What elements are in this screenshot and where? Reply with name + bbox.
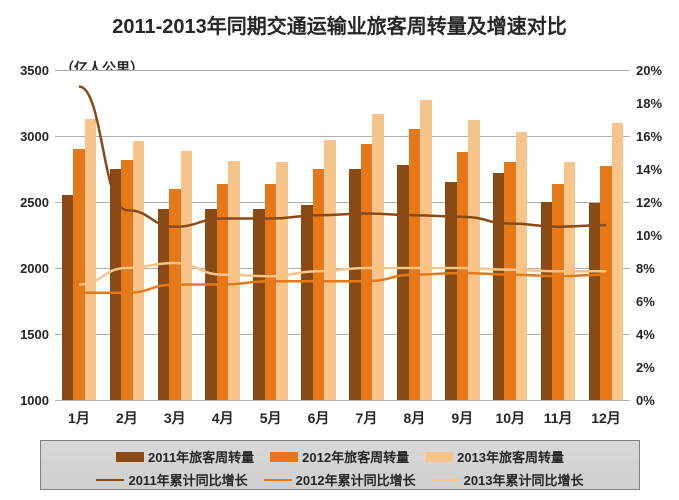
gridline <box>55 136 630 137</box>
legend-swatch <box>425 452 453 462</box>
bar <box>110 169 122 400</box>
bar <box>217 184 229 400</box>
y-right-tick: 12% <box>636 195 662 210</box>
x-tick: 12月 <box>582 408 630 428</box>
x-tick: 11月 <box>534 408 582 428</box>
legend-label: 2011年累计同比增长 <box>128 470 247 489</box>
bar <box>301 205 313 400</box>
y-right-tick: 20% <box>636 63 662 78</box>
y-right-tick: 6% <box>636 294 655 309</box>
y-right-tick: 4% <box>636 327 655 342</box>
gridline <box>55 400 630 401</box>
bar <box>397 165 409 400</box>
bar <box>62 195 74 400</box>
legend-item: 2012年累计同比增长 <box>264 470 416 489</box>
x-tick: 1月 <box>55 408 103 428</box>
legend-label: 2012年累计同比增长 <box>296 470 416 489</box>
y-left-tick: 2500 <box>20 195 49 210</box>
y-left-tick: 3500 <box>20 63 49 78</box>
bar <box>409 129 421 400</box>
y-right-tick: 14% <box>636 162 662 177</box>
bar <box>228 161 240 400</box>
bar <box>541 202 553 400</box>
legend-swatch <box>264 479 292 481</box>
bar <box>133 141 145 400</box>
y-right-tick: 16% <box>636 129 662 144</box>
bar <box>457 152 469 400</box>
x-tick: 2月 <box>103 408 151 428</box>
x-tick: 5月 <box>247 408 295 428</box>
bar <box>600 166 612 400</box>
legend-swatch <box>96 479 124 481</box>
bar <box>564 162 576 400</box>
x-tick: 4月 <box>199 408 247 428</box>
bar <box>73 149 85 400</box>
chart-title: 2011-2013年同期交通运输业旅客周转量及增速对比 <box>0 10 679 39</box>
x-tick: 9月 <box>438 408 486 428</box>
bar <box>169 189 181 400</box>
legend-label: 2013年旅客周转量 <box>457 447 564 466</box>
y-left-tick: 3000 <box>20 129 49 144</box>
x-tick: 7月 <box>343 408 391 428</box>
bar <box>349 169 361 400</box>
legend-label: 2013年累计同比增长 <box>464 470 584 489</box>
x-tick: 8月 <box>390 408 438 428</box>
gridline <box>55 70 630 71</box>
legend-item: 2011年旅客周转量 <box>116 447 254 466</box>
bar <box>253 209 265 400</box>
legend-swatch <box>116 452 144 462</box>
legend-label: 2012年旅客周转量 <box>302 447 409 466</box>
bar <box>276 162 288 400</box>
bar <box>313 169 325 400</box>
bar <box>361 144 373 400</box>
legend-item: 2013年旅客周转量 <box>425 447 564 466</box>
x-tick: 3月 <box>151 408 199 428</box>
bar <box>372 114 384 400</box>
legend-label: 2011年旅客周转量 <box>148 447 254 466</box>
y-right-tick: 8% <box>636 261 655 276</box>
plot-area <box>55 70 630 400</box>
bar <box>552 184 564 400</box>
bar <box>205 209 217 400</box>
bar <box>121 160 133 400</box>
legend-item: 2011年累计同比增长 <box>96 470 247 489</box>
bar <box>445 182 457 400</box>
bar <box>181 151 193 400</box>
x-tick: 6月 <box>295 408 343 428</box>
legend-swatch <box>432 479 460 481</box>
bar <box>493 173 505 400</box>
y-right-tick: 2% <box>636 360 655 375</box>
bar <box>516 132 528 400</box>
y-right-tick: 18% <box>636 96 662 111</box>
bar <box>420 100 432 400</box>
y-right-tick: 10% <box>636 228 662 243</box>
y-left-tick: 1000 <box>20 393 49 408</box>
legend-item: 2013年累计同比增长 <box>432 470 584 489</box>
bar <box>265 184 277 400</box>
bar <box>324 140 336 400</box>
y-left-tick: 2000 <box>20 261 49 276</box>
bar <box>468 120 480 400</box>
legend: 2011年旅客周转量 2012年旅客周转量 2013年旅客周转量 2011年累计同比增… <box>40 440 640 490</box>
bar <box>589 203 601 400</box>
y-left-tick: 1500 <box>20 327 49 342</box>
legend-swatch <box>270 452 298 462</box>
bar <box>158 209 170 400</box>
y-right-tick: 0% <box>636 393 655 408</box>
chart-container: 2011-2013年同期交通运输业旅客周转量及增速对比 （亿人公里） 2011年… <box>0 0 679 500</box>
x-tick: 10月 <box>486 408 534 428</box>
bar <box>612 123 624 400</box>
legend-item: 2012年旅客周转量 <box>270 447 409 466</box>
bar <box>504 162 516 400</box>
bar <box>85 119 97 400</box>
